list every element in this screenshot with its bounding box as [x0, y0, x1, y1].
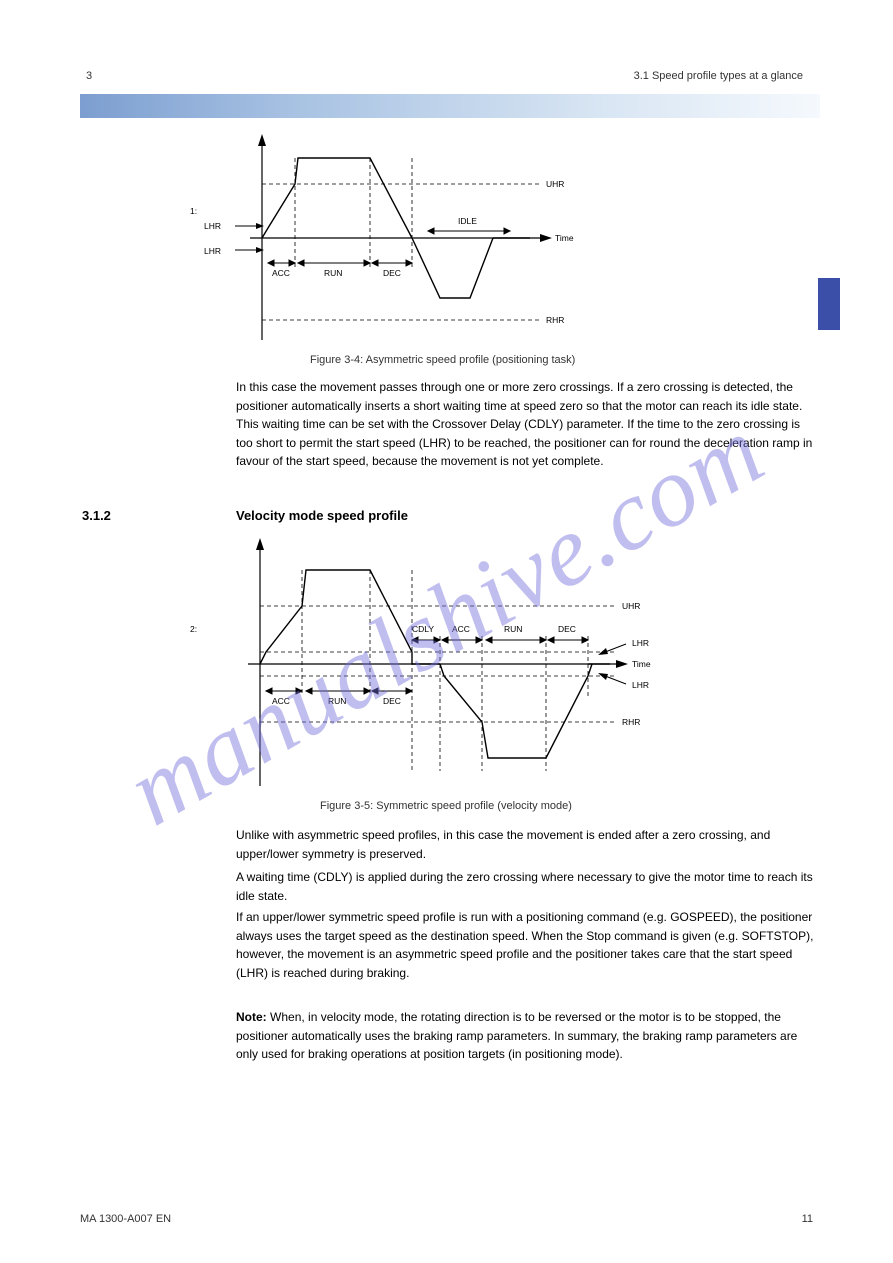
- footer-right: 11: [802, 1213, 813, 1225]
- fig2-lhr-u: LHR: [632, 638, 649, 648]
- fig2-uhr: UHR: [622, 601, 640, 611]
- fig2-num: 2:: [190, 624, 197, 634]
- note-bold: Note:: [236, 1010, 267, 1024]
- fig2-acc2: ACC: [452, 624, 470, 634]
- header-page-num: 3: [86, 70, 92, 82]
- fig2-dec: DEC: [383, 696, 401, 706]
- header-right-text: 3.1 Speed profile types at a glance: [634, 70, 803, 82]
- note: Note: When, in velocity mode, the rotati…: [236, 1008, 818, 1064]
- fig1-acc: ACC: [272, 268, 290, 278]
- fig1-lhr2: LHR: [204, 246, 221, 256]
- section-num: 3.1.2: [82, 506, 111, 526]
- fig2-run2: RUN: [504, 624, 522, 634]
- fig1-uhr: UHR: [546, 179, 564, 189]
- fig1-lhr1: LHR: [204, 221, 221, 231]
- fig1-idle: IDLE: [458, 216, 477, 226]
- caption-1: Figure 3-4: Asymmetric speed profile (po…: [310, 354, 575, 366]
- fig1-run: RUN: [324, 268, 342, 278]
- fig1-time: Time: [555, 233, 574, 243]
- section-title: Velocity mode speed profile: [236, 506, 408, 526]
- fig1-num: 1:: [190, 206, 197, 216]
- footer-left: MA 1300-A007 EN: [80, 1213, 171, 1225]
- fig2-dec2: DEC: [558, 624, 576, 634]
- fig2-cdly: CDLY: [412, 624, 434, 634]
- fig1-rhr: RHR: [546, 315, 564, 325]
- fig2-lhr-l: LHR: [632, 680, 649, 690]
- caption-2: Figure 3-5: Symmetric speed profile (vel…: [320, 800, 572, 812]
- para-2-2: A waiting time (CDLY) is applied during …: [236, 868, 818, 905]
- fig2-rhr: RHR: [622, 717, 640, 727]
- fig2-time: Time: [632, 659, 651, 669]
- para-2-1: Unlike with asymmetric speed profiles, i…: [236, 826, 818, 863]
- side-tab: [818, 278, 840, 330]
- para-2-3: If an upper/lower symmetric speed profil…: [236, 908, 818, 982]
- para-1: In this case the movement passes through…: [236, 378, 818, 471]
- fig2-acc: ACC: [272, 696, 290, 706]
- header-band: [80, 94, 820, 118]
- note-body: When, in velocity mode, the rotating dir…: [236, 1010, 797, 1061]
- figure-2: 2: Time UHR RHR LHR LHR ACC RUN DEC CDLY…: [190, 536, 670, 796]
- figure-1: 1: Time LHR LHR UHR RHR ACC RUN DEC IDLE: [190, 128, 620, 353]
- fig1-dec: DEC: [383, 268, 401, 278]
- fig2-run: RUN: [328, 696, 346, 706]
